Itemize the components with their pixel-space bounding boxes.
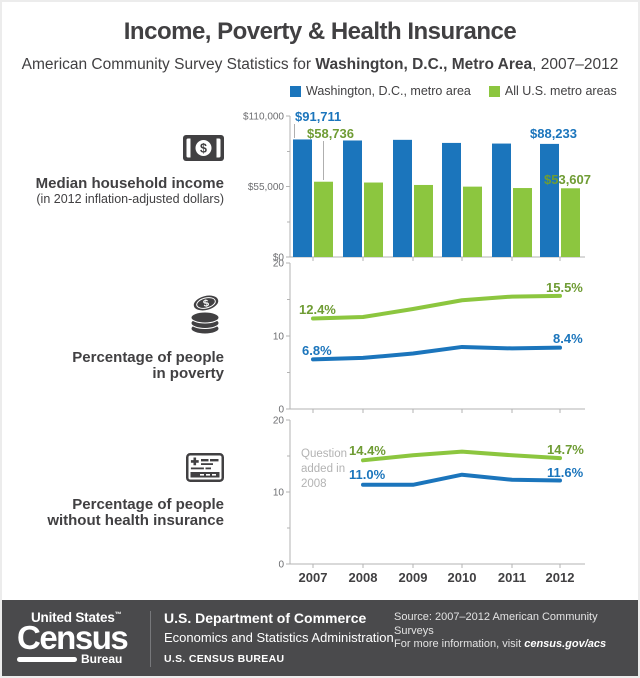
dc-swatch-icon (290, 85, 301, 97)
svg-text:0: 0 (278, 405, 284, 416)
svg-text:$110,000: $110,000 (243, 112, 284, 123)
svg-text:2012: 2012 (546, 570, 575, 585)
svg-text:14.4%: 14.4% (349, 443, 386, 458)
legend-item-us: All U.S. metro areas (488, 84, 617, 98)
section-poverty-line1: Percentage of people (72, 349, 224, 366)
source-line1: Source: 2007–2012 American Community Sur… (394, 611, 598, 637)
source-line2: For more information, visit census.gov/a… (394, 638, 607, 650)
logo-united-states: United States™ (31, 610, 122, 625)
dept-esa: Economics and Statistics Administration (164, 630, 394, 645)
page-title: Income, Poverty & Health Insurance (123, 18, 517, 45)
us-swatch-icon (488, 85, 500, 97)
charts-area: $110,000 $55,000 $0 $91,711 $58,736 $88,233 $5… (240, 103, 622, 600)
svg-text:$91,711: $91,711 (295, 109, 341, 124)
svg-text:12.4%: 12.4% (299, 302, 336, 317)
svg-text:11.6%: 11.6% (547, 465, 584, 480)
census-bureau-logo: United States™ Census Bureau (17, 610, 137, 666)
logo-bureau-row: Bureau (17, 652, 137, 666)
svg-text:$88,233: $88,233 (530, 126, 577, 141)
legend-item-dc: Washington, D.C., metro area (290, 84, 471, 98)
footer-divider (150, 611, 151, 667)
section-health-insurance: Percentage of people without health insu… (22, 453, 224, 529)
footer: United States™ Census Bureau U.S. Depart… (2, 600, 638, 676)
coins-icon: $ (188, 291, 224, 340)
logo-census: Census (17, 619, 129, 656)
svg-text:6.8%: 6.8% (302, 343, 332, 358)
dept-census-bureau: U.S. CENSUS BUREAU (164, 653, 285, 665)
question-added-note: Question added in 2008 (301, 448, 348, 490)
svg-text:2007: 2007 (299, 570, 328, 585)
dept-commerce: U.S. Department of Commerce (164, 610, 367, 626)
legend-label-dc: Washington, D.C., metro area (306, 84, 471, 98)
svg-text:$53,607: $53,607 (544, 172, 591, 187)
svg-text:$0: $0 (273, 253, 285, 264)
chart-legend: Washington, D.C., metro area All U.S. me… (290, 84, 617, 98)
svg-text:20: 20 (273, 259, 285, 270)
logo-bar (17, 656, 77, 662)
section-poverty-line2: in poverty (152, 365, 224, 382)
section-insurance-line1: Percentage of people (72, 496, 224, 513)
chart-1: 20 10 0 12.4% 6.8% 15.5% 8.4% (273, 259, 585, 416)
legend-label-us: All U.S. metro areas (504, 84, 617, 98)
chart-0: $110,000 $55,000 $0 $91,711 $58,736 $88,233 $5… (243, 109, 591, 264)
svg-text:2010: 2010 (448, 570, 477, 585)
svg-text:2009: 2009 (399, 570, 428, 585)
svg-text:8.4%: 8.4% (553, 331, 583, 346)
page-subtitle: American Community Survey Statistics for… (2, 56, 638, 74)
svg-text:$: $ (200, 142, 207, 156)
section-median-income: $ Median household income (in 2012 infla… (22, 135, 224, 206)
svg-text:10: 10 (273, 332, 285, 343)
chart-2: 20 10 0 14.4% 11.0% 14.7% 11.6% (273, 416, 585, 571)
svg-text:15.5%: 15.5% (546, 280, 583, 295)
census-gov-acs-link: census.gov/acs (524, 638, 607, 650)
logo-bureau: Bureau (81, 652, 123, 666)
section-income-subtitle: (in 2012 inflation-adjusted dollars) (36, 192, 224, 206)
source-block: Source: 2007–2012 American Community Sur… (394, 611, 638, 652)
svg-text:14.7%: 14.7% (547, 442, 584, 457)
department-block: U.S. Department of Commerce Economics an… (164, 610, 394, 665)
svg-text:$58,736: $58,736 (307, 126, 354, 141)
svg-text:2011: 2011 (498, 570, 526, 585)
dollar-bill-icon: $ (183, 135, 224, 166)
insurance-card-icon (186, 453, 224, 487)
subtitle-years: , 2007–2012 (532, 56, 619, 73)
section-income-title: Median household income (35, 175, 224, 192)
section-insurance-line2: without health insurance (47, 512, 224, 529)
subtitle-metro-area: Washington, D.C., Metro Area (315, 56, 533, 73)
svg-text:2008: 2008 (349, 570, 378, 585)
svg-text:11.0%: 11.0% (349, 467, 386, 482)
section-poverty: $ Percentage of people in poverty (22, 291, 224, 382)
svg-text:20: 20 (273, 416, 285, 427)
charts-svg: $110,000 $55,000 $0 $91,711 $58,736 $88,233 $5… (243, 109, 591, 585)
svg-text:$55,000: $55,000 (248, 182, 285, 193)
subtitle-prefix: American Community Survey Statistics for (21, 56, 316, 73)
svg-text:0: 0 (278, 560, 284, 571)
svg-text:$: $ (202, 298, 210, 310)
svg-text:10: 10 (273, 488, 285, 499)
trademark-symbol: ™ (114, 611, 122, 619)
